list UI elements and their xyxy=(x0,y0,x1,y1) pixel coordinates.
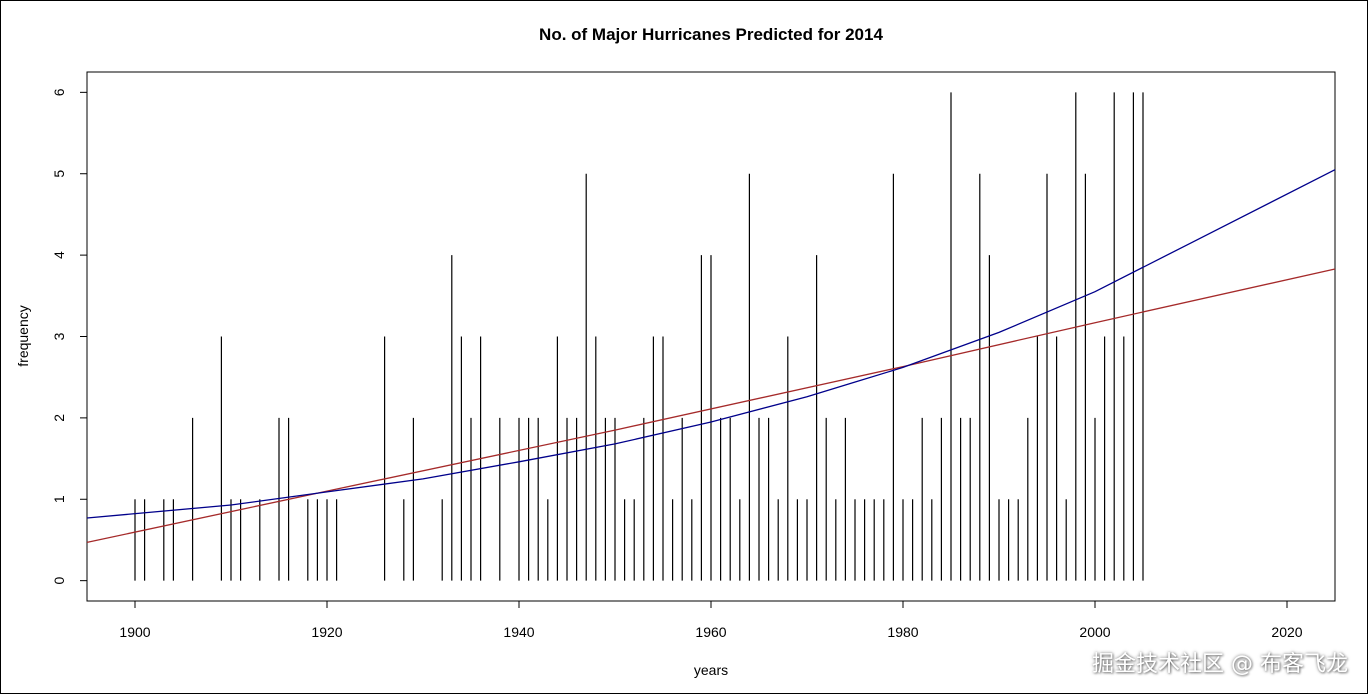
y-tick-label-5: 5 xyxy=(51,170,67,178)
x-tick-label-1980: 1980 xyxy=(887,624,918,640)
x-tick-label-1900: 1900 xyxy=(119,624,150,640)
chart-title: No. of Major Hurricanes Predicted for 20… xyxy=(539,25,883,44)
histogram-bars xyxy=(134,92,1144,581)
x-tick-label-1940: 1940 xyxy=(503,624,534,640)
fit-lines xyxy=(86,169,1336,544)
y-tick-label-6: 6 xyxy=(51,88,67,96)
watermark: 掘金技术社区 @ 布客飞龙 xyxy=(1092,652,1348,677)
y-tick-label-3: 3 xyxy=(51,332,67,340)
x-axis: 1900 1920 1940 1960 1980 2000 2020 xyxy=(119,601,1303,640)
x-tick-label-2000: 2000 xyxy=(1079,624,1110,640)
y-tick-label-0: 0 xyxy=(51,577,67,585)
y-axis-label: frequency xyxy=(15,305,31,366)
y-tick-label-2: 2 xyxy=(51,414,67,422)
x-tick-label-1920: 1920 xyxy=(311,624,342,640)
x-tick-label-1960: 1960 xyxy=(695,624,726,640)
x-tick-label-2020: 2020 xyxy=(1271,624,1302,640)
y-tick-label-4: 4 xyxy=(51,251,67,259)
y-tick-label-1: 1 xyxy=(51,495,67,503)
x-axis-label: years xyxy=(694,662,728,678)
y-axis: 0 1 2 3 4 5 6 xyxy=(51,88,87,585)
series-exponential-fit xyxy=(86,169,1336,519)
series-linear-fit xyxy=(86,268,1336,544)
